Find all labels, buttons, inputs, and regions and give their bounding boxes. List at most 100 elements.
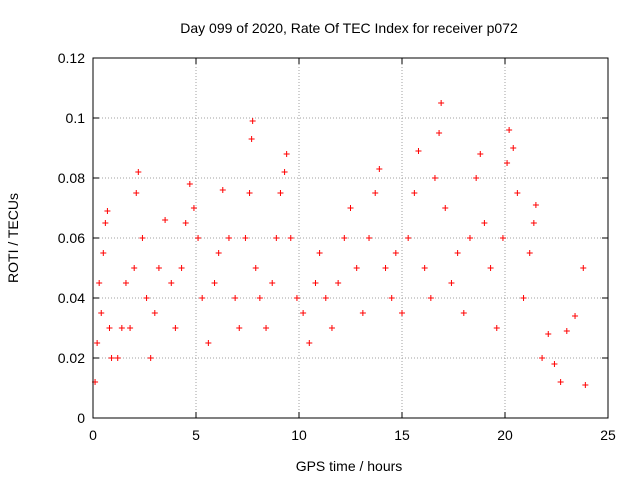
data-point bbox=[312, 280, 319, 286]
data-point bbox=[168, 280, 175, 286]
y-tick-label: 0.04 bbox=[58, 290, 85, 306]
data-point bbox=[506, 127, 513, 133]
data-point bbox=[405, 235, 412, 241]
data-point bbox=[106, 325, 113, 331]
data-point bbox=[256, 295, 263, 301]
data-point bbox=[263, 325, 270, 331]
data-point bbox=[283, 151, 290, 157]
data-point bbox=[376, 166, 383, 172]
data-point bbox=[438, 100, 445, 106]
chart-title: Day 099 of 2020, Rate Of TEC Index for r… bbox=[180, 20, 518, 36]
data-point bbox=[499, 235, 506, 241]
data-point bbox=[382, 265, 389, 271]
data-point bbox=[293, 295, 300, 301]
data-point bbox=[162, 217, 169, 223]
data-point bbox=[510, 145, 517, 151]
data-point bbox=[399, 310, 405, 316]
data-point bbox=[98, 310, 105, 316]
data-point bbox=[341, 235, 348, 241]
data-point bbox=[557, 379, 564, 385]
data-point bbox=[526, 250, 533, 256]
data-point bbox=[277, 190, 284, 196]
data-point bbox=[316, 250, 323, 256]
data-point bbox=[104, 208, 111, 214]
data-point bbox=[102, 220, 109, 226]
data-point bbox=[477, 151, 484, 157]
data-point bbox=[415, 148, 422, 154]
data-point bbox=[493, 325, 500, 331]
data-point bbox=[190, 205, 197, 211]
data-point bbox=[431, 175, 438, 181]
data-point bbox=[178, 265, 185, 271]
data-point bbox=[353, 265, 360, 271]
data-point bbox=[182, 220, 189, 226]
data-point bbox=[545, 331, 552, 337]
data-point bbox=[322, 295, 329, 301]
x-tick-label: 20 bbox=[497, 427, 513, 443]
x-axis-ticks: 0 5 10 15 20 25 bbox=[89, 58, 616, 443]
y-tick-label: 0.1 bbox=[66, 110, 86, 126]
data-point bbox=[328, 325, 335, 331]
data-point bbox=[520, 295, 527, 301]
data-point bbox=[249, 118, 256, 124]
data-point bbox=[114, 355, 121, 361]
x-tick-label: 5 bbox=[192, 427, 200, 443]
data-point bbox=[133, 190, 140, 196]
y-tick-label: 0.06 bbox=[58, 230, 85, 246]
data-point bbox=[473, 175, 480, 181]
data-point bbox=[269, 280, 276, 286]
data-point bbox=[225, 235, 232, 241]
data-point bbox=[551, 361, 558, 367]
data-point bbox=[421, 265, 428, 271]
data-point bbox=[563, 328, 570, 334]
data-point bbox=[100, 250, 107, 256]
data-point bbox=[335, 280, 342, 286]
data-point bbox=[347, 205, 354, 211]
x-tick-label: 25 bbox=[600, 427, 616, 443]
data-point bbox=[481, 220, 488, 226]
data-point bbox=[219, 187, 226, 193]
y-axis-label: ROTI / TECUs bbox=[5, 193, 21, 283]
data-point bbox=[246, 190, 253, 196]
data-point bbox=[143, 295, 150, 301]
data-point bbox=[466, 235, 473, 241]
data-point bbox=[448, 280, 455, 286]
x-tick-label: 10 bbox=[291, 427, 307, 443]
data-point bbox=[436, 130, 443, 136]
y-tick-label: 0.08 bbox=[58, 170, 85, 186]
data-point bbox=[359, 310, 366, 316]
data-point bbox=[242, 235, 249, 241]
data-point bbox=[186, 181, 193, 187]
data-point bbox=[487, 265, 494, 271]
data-point bbox=[139, 235, 146, 241]
data-point bbox=[135, 169, 142, 175]
x-axis-label: GPS time / hours bbox=[296, 458, 403, 474]
data-point bbox=[273, 235, 280, 241]
data-point bbox=[442, 205, 449, 211]
y-tick-label: 0.02 bbox=[58, 350, 85, 366]
data-point bbox=[248, 136, 255, 142]
data-point bbox=[514, 190, 521, 196]
data-point bbox=[582, 382, 589, 388]
data-point bbox=[205, 340, 212, 346]
data-point bbox=[96, 280, 103, 286]
data-point bbox=[211, 280, 218, 286]
data-point bbox=[372, 190, 379, 196]
data-point bbox=[236, 325, 243, 331]
y-tick-label: 0 bbox=[77, 410, 85, 426]
data-point bbox=[252, 265, 259, 271]
data-point bbox=[172, 325, 179, 331]
plot-frame bbox=[92, 57, 609, 419]
y-tick-label: 0.12 bbox=[58, 50, 85, 66]
data-point bbox=[460, 310, 467, 316]
data-point bbox=[151, 310, 158, 316]
data-point bbox=[504, 160, 511, 166]
data-point bbox=[232, 295, 239, 301]
data-point bbox=[155, 265, 162, 271]
data-point bbox=[306, 340, 313, 346]
data-points bbox=[92, 100, 589, 388]
data-point bbox=[427, 295, 434, 301]
data-point bbox=[532, 202, 539, 208]
data-point bbox=[108, 355, 115, 361]
data-point bbox=[118, 325, 125, 331]
